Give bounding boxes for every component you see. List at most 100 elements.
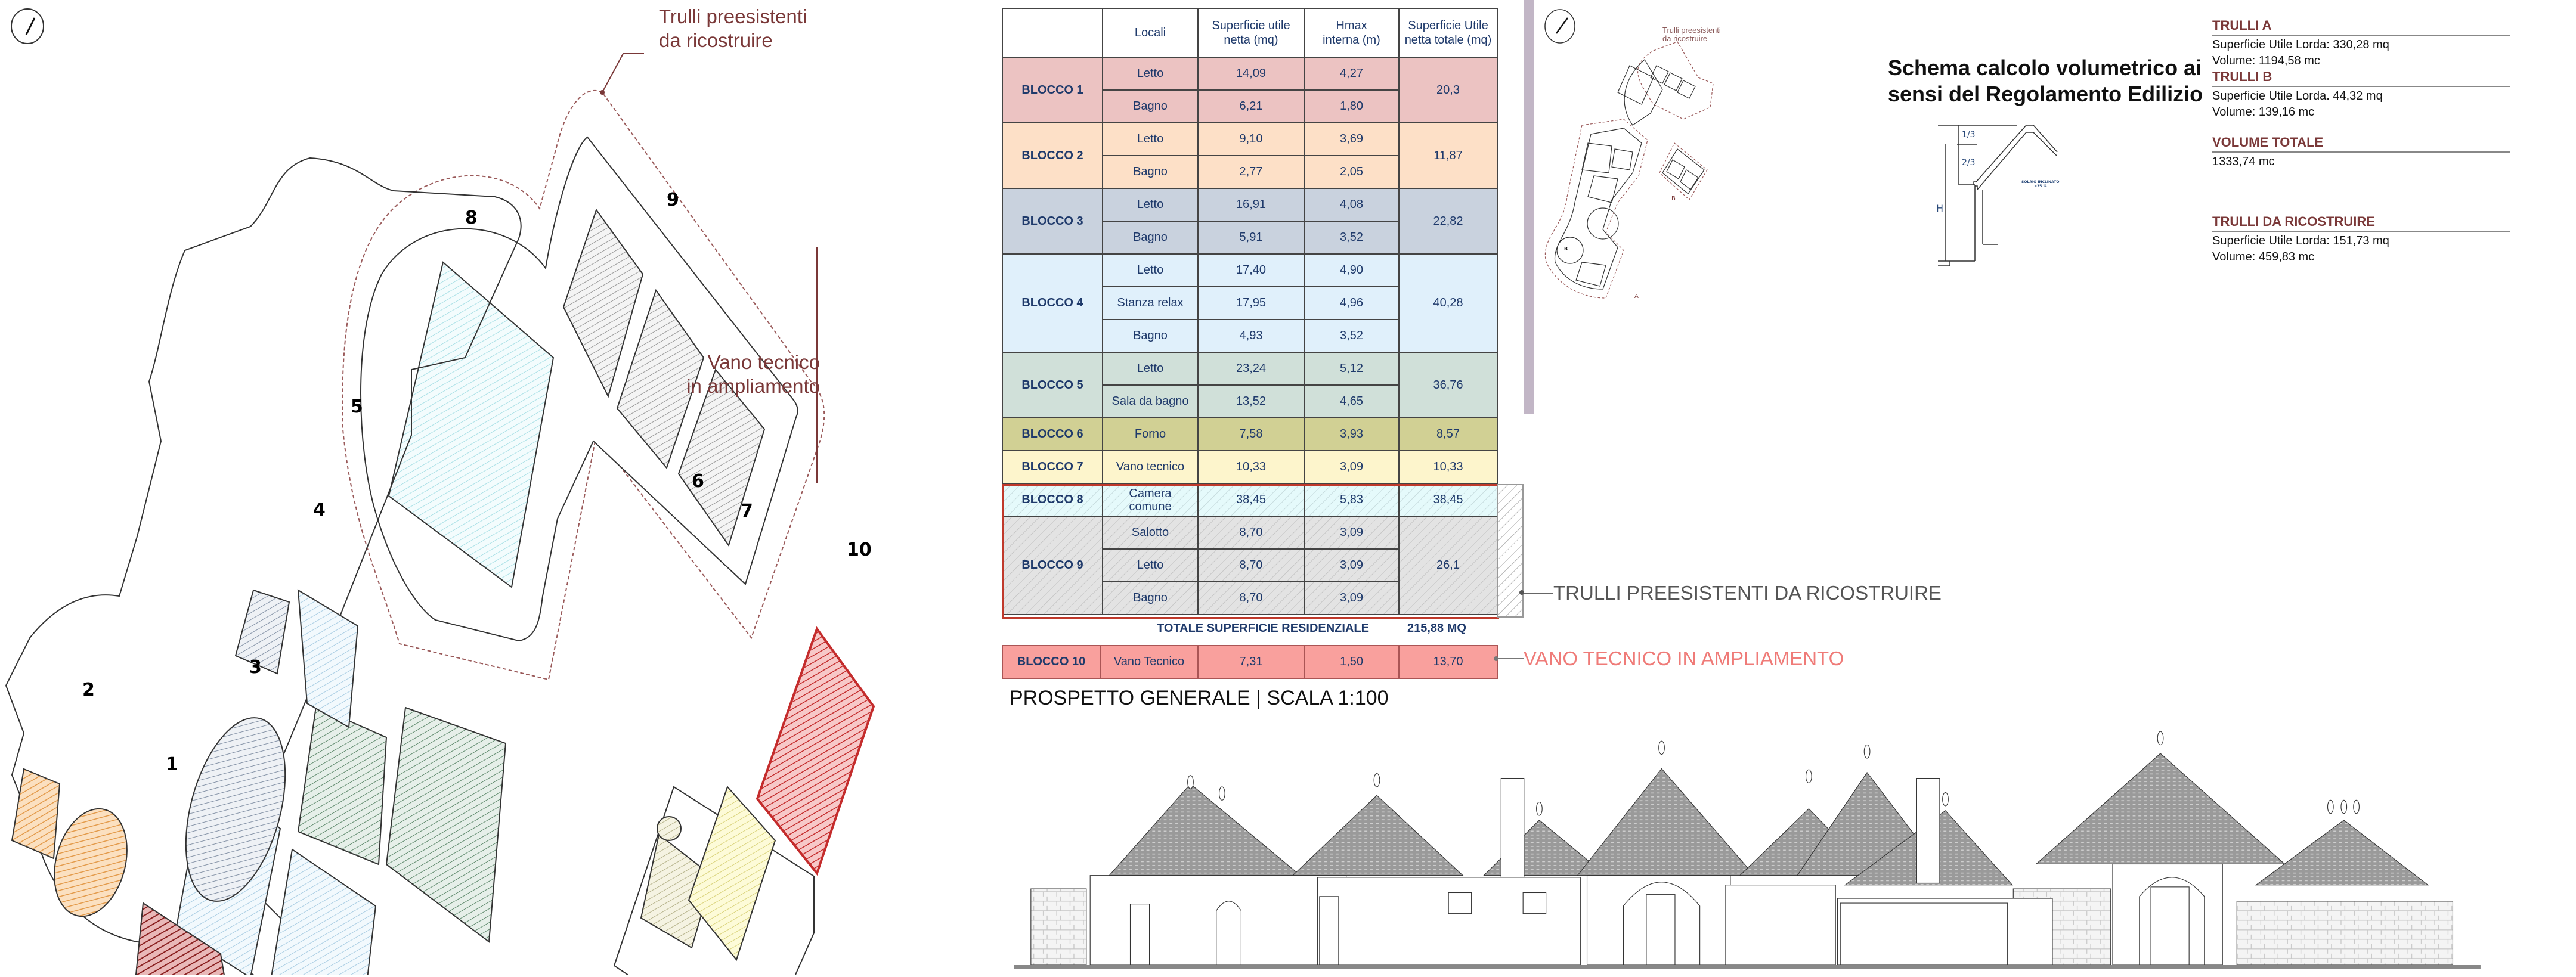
summary-trulli-ricostruire: TRULLI DA RICOSTRUIRE Superficie Utile L…: [2212, 214, 2510, 264]
hmax: 5,12: [1304, 352, 1400, 386]
room-number-3: 3: [249, 657, 262, 678]
hmax: 5,83: [1304, 483, 1400, 517]
volume-summary: TRULLI A Superficie Utile Lorda: 330,28 …: [2212, 18, 2510, 264]
superficie: 17,95: [1197, 286, 1305, 320]
summary-volume-totale: VOLUME TOTALE 1333,74 mc: [2212, 135, 2510, 169]
table-row: BLOCCO 10 Vano Tecnico 7,31 1,50 13,70: [1002, 645, 1498, 679]
elevation-drawing: [1014, 715, 2504, 975]
locale: Salotto: [1102, 516, 1199, 550]
locale: Bagno: [1102, 155, 1199, 189]
room-number-5: 5: [351, 396, 363, 417]
table-row: BLOCCO 6 Forno 7,58 3,93 8,57: [1002, 417, 1498, 451]
schema-mini-plan: A B B Trulli preesistenti da ricostruire: [1534, 0, 1904, 417]
hmax: 3,52: [1304, 221, 1400, 255]
mini-trulli-line1: Trulli preesistenti: [1662, 26, 1721, 35]
legend-vano-tecnico: VANO TECNICO IN AMPLIAMENTO: [1524, 647, 1844, 669]
summary-trulli-b-title: TRULLI B: [2212, 69, 2510, 87]
locale: Letto: [1102, 548, 1199, 582]
superficie: 6,21: [1197, 89, 1305, 123]
locale: Stanza relax: [1102, 286, 1199, 320]
locale: Letto: [1102, 352, 1199, 386]
table-row: BLOCCO 8 Camera comune 38,45 5,83 38,45: [1002, 483, 1498, 517]
blocco-total: 36,76: [1398, 352, 1498, 418]
room-number-8: 8: [465, 207, 478, 228]
superficie: 4,93: [1197, 319, 1305, 353]
volumetric-section-diagram: 1/3 2/3 H SOLAIO INCLINATO >35 %: [1936, 119, 2165, 370]
table-row: BLOCCO 4 Letto 17,40 4,90 40,28: [1002, 253, 1498, 353]
blocco-name: BLOCCO 1: [1002, 57, 1103, 123]
locale: Bagno: [1102, 319, 1199, 353]
hmax: 1,50: [1304, 645, 1400, 679]
table-row: BLOCCO 2 Letto 9,10 3,69 11,87: [1002, 122, 1498, 189]
locale: Vano Tecnico: [1100, 645, 1199, 679]
header-hmax: Hmax interna (m): [1304, 8, 1400, 58]
trulli-preesistenti-label: Trulli preesistenti da ricostruire: [659, 5, 807, 52]
floor-plan-drawing: [5, 8, 875, 977]
mini-trulli-label: Trulli preesistenti da ricostruire: [1662, 26, 1721, 43]
table-row: Letto 8,70 3,09: [1002, 548, 1497, 582]
room-number-9: 9: [667, 190, 679, 210]
label-solaio: SOLAIO INCLINATO >35 %: [2021, 180, 2059, 188]
summary-volume-totale-value: 1333,74 mc: [2212, 155, 2275, 168]
totale-value: 215,88 MQ: [1407, 622, 1466, 635]
section-divider: [1524, 0, 1534, 414]
superficie: 7,31: [1197, 645, 1305, 679]
hmax: 4,08: [1304, 188, 1400, 222]
superficie: 9,10: [1197, 122, 1305, 156]
table-header-row: Locali Superficie utile netta (mq) Hmax …: [1002, 8, 1498, 58]
summary-trulli-a: TRULLI A Superficie Utile Lorda: 330,28 …: [2212, 18, 2510, 68]
vano-label-line1: Vano tecnico: [707, 351, 820, 373]
superficie: 13,52: [1197, 384, 1305, 418]
hmax: 4,96: [1304, 286, 1400, 320]
summary-ricostruire-sul: Superficie Utile Lorda: 151,73 mq: [2212, 234, 2389, 247]
blocco10-table: BLOCCO 10 Vano Tecnico 7,31 1,50 13,70: [1002, 645, 1498, 679]
blocco-total: 26,1: [1398, 516, 1498, 615]
summary-volume-totale-title: VOLUME TOTALE: [2212, 135, 2510, 153]
locale: Bagno: [1102, 89, 1199, 123]
locale: Bagno: [1102, 581, 1199, 615]
superficie: 14,09: [1197, 57, 1305, 91]
floor-plan: Trulli preesistenti da ricostruire Vano …: [0, 0, 954, 977]
superficie: 2,77: [1197, 155, 1305, 189]
blocco-name: BLOCCO 9: [1002, 516, 1103, 615]
hmax: 4,27: [1304, 57, 1400, 91]
schema-title: Schema calcolo volumetrico ai sensi del …: [1888, 55, 2203, 107]
hmax: 3,09: [1304, 548, 1400, 582]
summary-ricostruire-title: TRULLI DA RICOSTRUIRE: [2212, 214, 2510, 232]
locale: Camera comune: [1102, 483, 1199, 517]
superficie: 8,70: [1197, 581, 1305, 615]
blocco-name: BLOCCO 6: [1002, 417, 1103, 451]
trulli-label-line2: da ricostruire: [659, 29, 773, 51]
blocco-total: 10,33: [1398, 450, 1498, 484]
schema-title-line1: Schema calcolo volumetrico ai: [1888, 55, 2202, 80]
mini-north-arrow-icon: [1544, 9, 1575, 44]
superficie: 23,24: [1197, 352, 1305, 386]
hmax: 3,09: [1304, 581, 1400, 615]
blocco-total: 22,82: [1398, 188, 1498, 255]
table-row: BLOCCO 7 Vano tecnico 10,33 3,09 10,33: [1002, 450, 1498, 484]
superficie: 5,91: [1197, 221, 1305, 255]
table-row: BLOCCO 1 Letto 14,09 4,27 20,3: [1002, 57, 1498, 123]
hmax: 1,80: [1304, 89, 1400, 123]
locale: Sala da bagno: [1102, 384, 1199, 418]
label-one-third: 1/3: [1962, 130, 1976, 139]
table-row: BLOCCO 3 Letto 16,91 4,08 22,82: [1002, 188, 1498, 255]
hmax: 4,90: [1304, 253, 1400, 287]
locale: Letto: [1102, 122, 1199, 156]
blocco-name: BLOCCO 10: [1002, 645, 1101, 679]
superficie: 7,58: [1197, 417, 1305, 451]
locale: Letto: [1102, 57, 1199, 91]
header-superficie-netta: Superficie utile netta (mq): [1197, 8, 1305, 58]
summary-trulli-a-sul: Superficie Utile Lorda: 330,28 mq: [2212, 38, 2389, 51]
header-locali: Locali: [1102, 8, 1199, 58]
mini-tag-a: A: [1634, 293, 1639, 300]
summary-trulli-b: TRULLI B Superficie Utile Lorda. 44,32 m…: [2212, 69, 2510, 119]
summary-trulli-a-vol: Volume: 1194,58 mc: [2212, 54, 2320, 67]
north-arrow-icon: [11, 8, 44, 44]
hmax: 4,65: [1304, 384, 1400, 418]
locale: Forno: [1102, 417, 1199, 451]
superficie: 16,91: [1197, 188, 1305, 222]
mini-trulli-line2: da ricostruire: [1662, 34, 1708, 43]
blocco-name: BLOCCO 8: [1002, 483, 1103, 517]
superficie: 10,33: [1197, 450, 1305, 484]
